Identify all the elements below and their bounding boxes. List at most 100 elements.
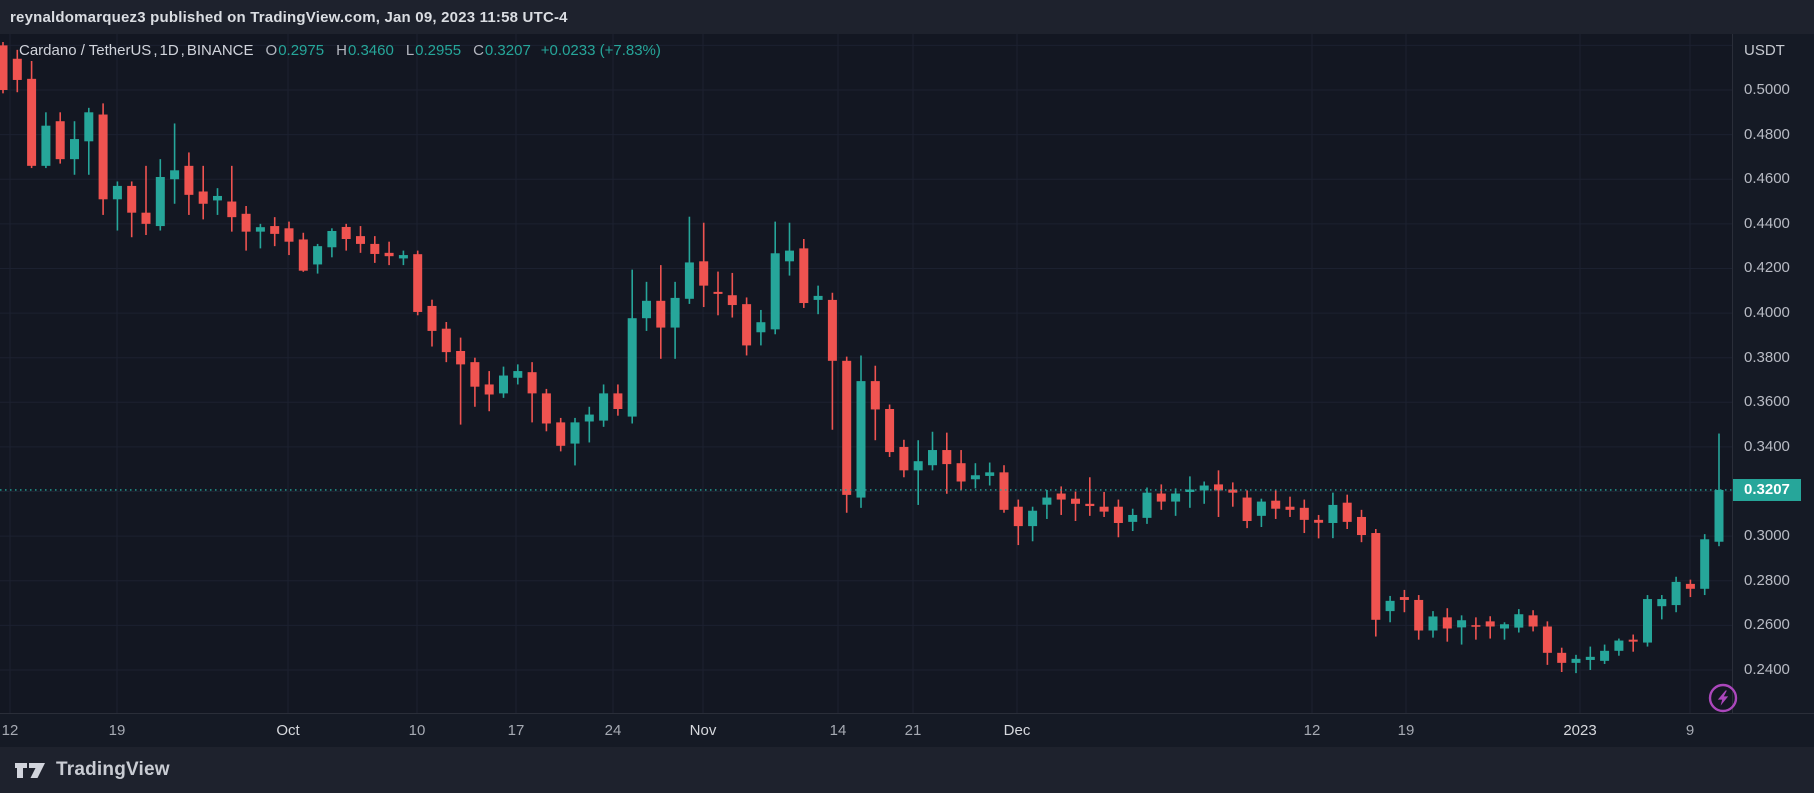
candle[interactable]	[1071, 491, 1080, 521]
candle[interactable]	[1500, 622, 1509, 640]
candle[interactable]	[584, 406, 594, 443]
candle[interactable]	[1342, 494, 1352, 530]
candle[interactable]	[155, 159, 165, 231]
candle[interactable]	[1314, 514, 1324, 539]
candle[interactable]	[1256, 498, 1266, 528]
candle[interactable]	[928, 431, 937, 471]
candle[interactable]	[684, 216, 694, 304]
candle[interactable]	[1414, 595, 1424, 640]
candle[interactable]	[484, 371, 494, 412]
candle[interactable]	[0, 42, 8, 94]
chart-area[interactable]: Cardano / TetherUS, 1D, BINANCE O 0.2975 …	[0, 34, 1814, 747]
candle[interactable]	[1700, 534, 1710, 596]
candlestick-plot[interactable]	[0, 34, 1732, 713]
candle[interactable]	[856, 355, 866, 508]
legend-symbol[interactable]: Cardano / TetherUS	[19, 41, 152, 59]
candle[interactable]	[742, 297, 752, 356]
candle[interactable]	[727, 272, 737, 318]
candle[interactable]	[1571, 654, 1581, 674]
candle[interactable]	[284, 221, 294, 256]
candle[interactable]	[770, 221, 780, 335]
candle[interactable]	[813, 285, 823, 315]
candle[interactable]	[1528, 610, 1538, 632]
candle[interactable]	[1357, 509, 1366, 543]
candle[interactable]	[1285, 496, 1295, 517]
candle[interactable]	[842, 356, 852, 513]
candle[interactable]	[141, 165, 151, 235]
price-axis[interactable]: USDT 0.3207 0.5000 0.4800 0.4600 0.4400 0.42…	[1732, 34, 1814, 713]
candle[interactable]	[1228, 482, 1238, 507]
candle[interactable]	[785, 222, 794, 276]
candle[interactable]	[1299, 499, 1309, 534]
candle[interactable]	[356, 226, 365, 253]
candle[interactable]	[98, 103, 108, 215]
candle[interactable]	[1085, 477, 1095, 516]
candle[interactable]	[1171, 488, 1181, 516]
candle[interactable]	[127, 181, 137, 238]
candle[interactable]	[1142, 487, 1152, 524]
candle[interactable]	[1113, 499, 1123, 538]
candle[interactable]	[241, 205, 251, 251]
candle[interactable]	[456, 337, 466, 425]
candle[interactable]	[1156, 484, 1166, 510]
candle[interactable]	[1614, 638, 1624, 656]
candle[interactable]	[1585, 646, 1595, 670]
candle[interactable]	[384, 241, 394, 266]
candle[interactable]	[470, 357, 480, 407]
candle[interactable]	[1514, 609, 1524, 633]
candle[interactable]	[642, 281, 651, 331]
candle[interactable]	[1185, 476, 1195, 508]
candle[interactable]	[270, 217, 280, 247]
candle[interactable]	[1042, 489, 1052, 519]
candle[interactable]	[370, 236, 380, 263]
candle[interactable]	[670, 281, 680, 359]
candle[interactable]	[599, 384, 609, 427]
candle[interactable]	[12, 49, 22, 93]
candle[interactable]	[313, 243, 323, 274]
candle[interactable]	[1628, 634, 1638, 652]
candle[interactable]	[1457, 615, 1467, 645]
candle[interactable]	[1328, 492, 1338, 539]
candle[interactable]	[1557, 647, 1567, 673]
candle[interactable]	[441, 321, 451, 363]
candle[interactable]	[942, 432, 952, 494]
candle[interactable]	[341, 223, 351, 251]
candle[interactable]	[184, 152, 194, 215]
candle[interactable]	[1471, 617, 1481, 640]
candle[interactable]	[1671, 576, 1681, 613]
candle[interactable]	[1199, 481, 1209, 504]
candle[interactable]	[570, 417, 580, 466]
candle[interactable]	[27, 60, 37, 169]
candle[interactable]	[213, 188, 222, 215]
candle[interactable]	[827, 292, 837, 430]
candle[interactable]	[227, 165, 237, 232]
candle[interactable]	[1600, 644, 1610, 664]
candle[interactable]	[899, 439, 909, 478]
candle[interactable]	[799, 239, 809, 308]
candle[interactable]	[1428, 611, 1438, 638]
candle[interactable]	[1028, 506, 1038, 542]
candle[interactable]	[541, 388, 551, 432]
candle[interactable]	[1371, 529, 1381, 637]
candle[interactable]	[398, 250, 408, 266]
candle[interactable]	[55, 112, 65, 164]
candle[interactable]	[84, 107, 94, 175]
candle[interactable]	[255, 223, 265, 249]
candle[interactable]	[970, 463, 980, 489]
candle[interactable]	[1714, 433, 1724, 547]
candle[interactable]	[913, 440, 923, 505]
candle[interactable]	[1685, 579, 1695, 598]
candle[interactable]	[1099, 491, 1109, 517]
candle[interactable]	[413, 250, 423, 316]
lightning-badge-button[interactable]	[1705, 680, 1741, 716]
time-axis[interactable]: 12 19 Oct 10 17 24 Nov 14 21 Dec 12 19 2023 9	[0, 713, 1814, 747]
candle[interactable]	[1242, 490, 1252, 529]
candle[interactable]	[499, 366, 508, 398]
candle[interactable]	[999, 465, 1009, 513]
candle[interactable]	[198, 165, 208, 220]
tradingview-logo-icon[interactable]	[13, 758, 47, 782]
candle[interactable]	[885, 404, 895, 457]
candle[interactable]	[956, 450, 966, 491]
candle[interactable]	[1442, 608, 1452, 642]
legend-interval[interactable]: 1D	[159, 41, 179, 59]
